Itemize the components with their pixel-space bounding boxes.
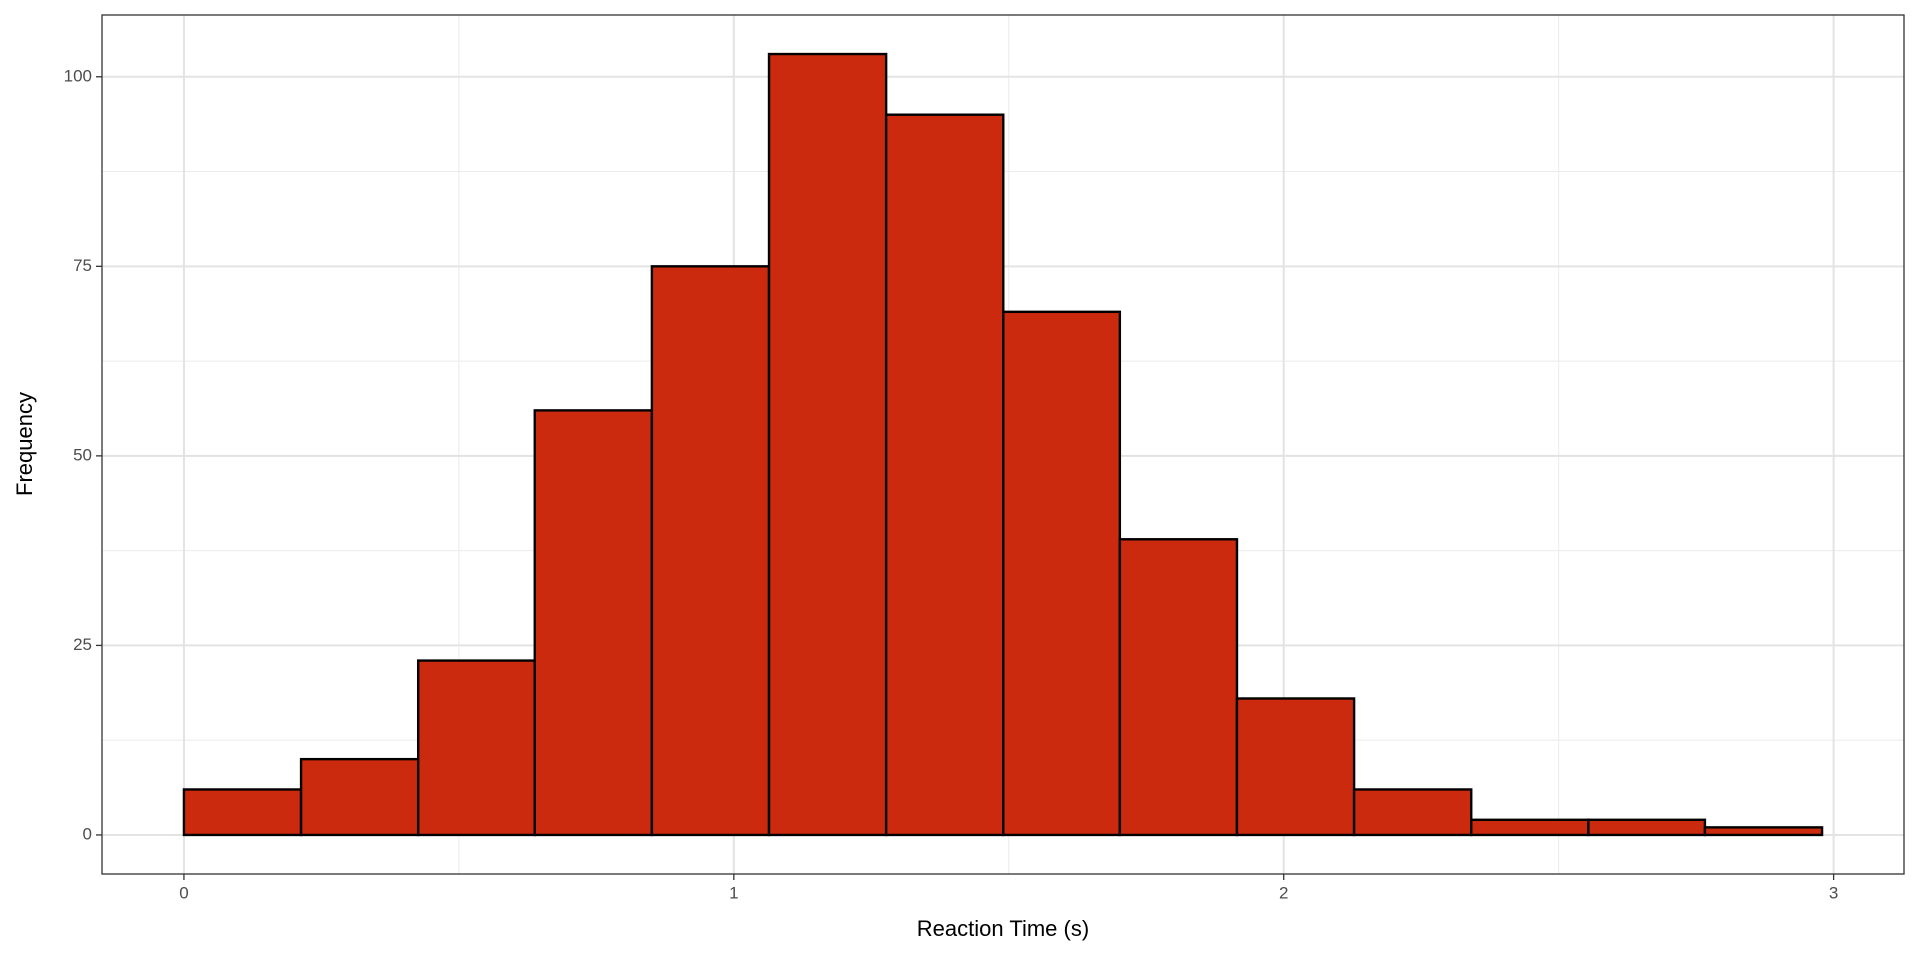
x-tick-label: 3 xyxy=(1829,883,1838,902)
bar xyxy=(1118,538,1239,837)
bar xyxy=(650,265,771,837)
bar xyxy=(182,788,303,837)
bar xyxy=(1235,697,1356,837)
y-tick-label: 100 xyxy=(64,66,92,85)
bar xyxy=(1587,818,1707,837)
bar xyxy=(884,113,1005,837)
bar xyxy=(533,409,654,837)
y-tick-label: 50 xyxy=(73,445,92,464)
bar xyxy=(416,659,536,837)
x-tick-label: 1 xyxy=(729,883,738,902)
bar xyxy=(767,52,888,837)
y-tick-label: 0 xyxy=(83,824,92,843)
x-axis-title: Reaction Time (s) xyxy=(917,916,1089,941)
y-tick-label: 25 xyxy=(73,635,92,654)
panel-border xyxy=(101,14,1905,875)
y-tick-label: 75 xyxy=(73,256,92,275)
x-tick-label: 2 xyxy=(1279,883,1288,902)
y-axis-title: Frequency xyxy=(12,392,37,496)
bar xyxy=(1470,818,1590,837)
x-tick-label: 0 xyxy=(179,883,188,902)
bar xyxy=(1352,788,1473,837)
bar xyxy=(299,757,420,837)
bar xyxy=(1002,310,1122,837)
bar xyxy=(1703,826,1824,837)
